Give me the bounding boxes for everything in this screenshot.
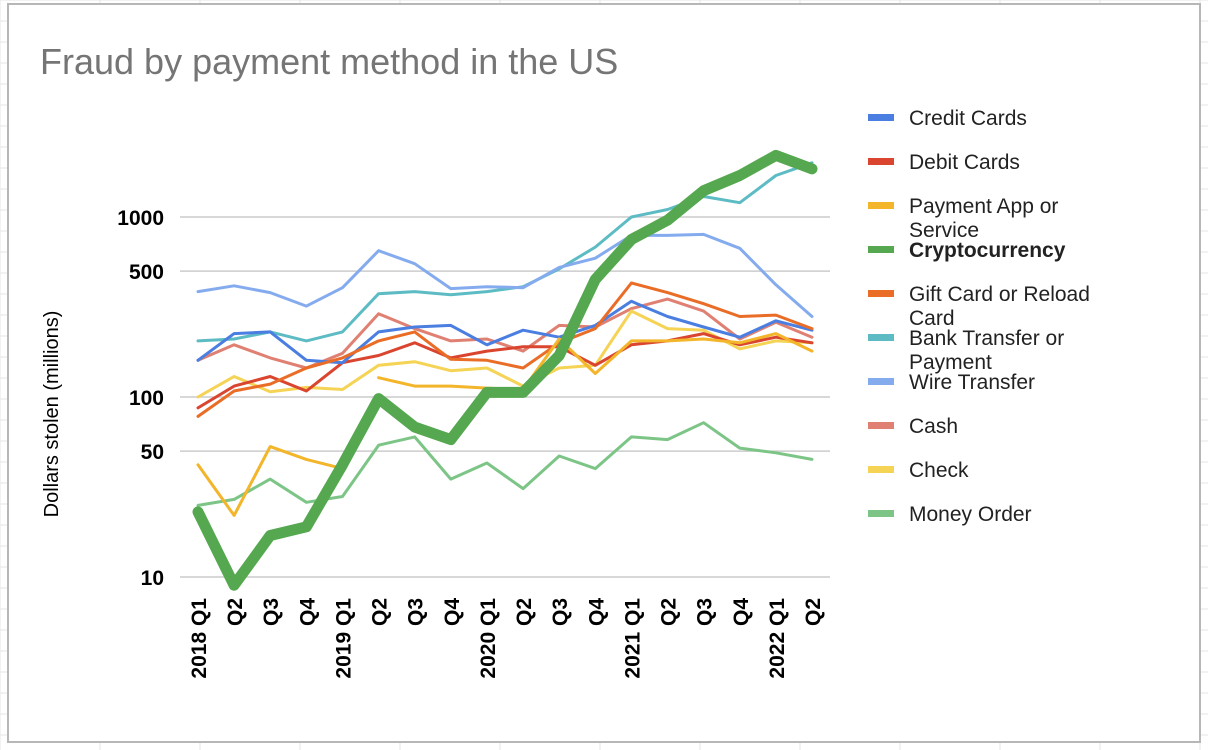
x-tick-label: Q3 [549,598,572,626]
series-line-payment-app-continued [377,332,814,391]
x-tick-label: 2018 Q1 [188,598,211,679]
legend-item: Cryptocurrency [868,239,1066,262]
legend-swatch [868,246,894,253]
legend-swatch [868,422,894,429]
legend-label: Cryptocurrency [909,239,1066,262]
x-tick-label: Q3 [694,598,717,626]
legend-label: Payment App or Service [909,195,1058,242]
x-tick-label: Q3 [405,598,428,626]
series-line-payment-app-or-service [196,445,344,517]
legend-swatch [868,114,894,121]
x-tick-label: 2019 Q1 [332,598,355,679]
legend-swatch [868,378,894,385]
chart-title: Fraud by payment method in the US [40,41,618,82]
y-tick-label: 500 [129,261,164,284]
legend-label: Money Order [909,503,1032,526]
legend-label: Cash [909,415,958,438]
chart-frame [7,3,1201,743]
series-line-cryptocurrency [192,149,818,591]
legend-swatch [868,466,894,473]
legend-item: Check [868,459,969,482]
legend-item: Gift Card or Reload Card [868,283,1090,330]
series-line-cash [196,297,814,370]
legend-label: Gift Card or Reload Card [909,283,1090,330]
legend-swatch [868,510,894,517]
series-line-bank-transfer-or-payment [196,161,814,343]
legend-item: Debit Cards [868,151,1020,174]
series-layer [192,149,818,591]
legend-swatch [868,334,894,341]
legend-item: Money Order [868,503,1032,526]
x-axis-ticks: 2018 Q1 Q2 Q3 Q4 2019 Q1 Q2 Q3 Q4 2020 Q1 Q2 Q3 Q4 2… [188,598,825,679]
legend-swatch [868,158,894,165]
series-line-gift-card-or-reload-card [196,281,814,418]
y-tick-label: 10 [141,567,164,590]
series-line-money-order [196,421,814,507]
series-line-wire-transfer [196,232,814,318]
x-tick-label: Q3 [260,598,283,626]
legend-item: Bank Transfer or Payment [868,327,1064,374]
x-tick-label: Q2 [802,598,825,626]
x-tick-label: Q4 [585,598,608,626]
x-tick-label: Q2 [513,598,536,626]
y-axis-title: Dollars stolen (millions) [41,311,63,518]
series-line-credit-cards [196,299,814,365]
y-tick-label: 50 [141,441,164,464]
legend-item: Cash [868,415,958,438]
x-tick-label: Q4 [730,598,753,626]
legend-label: Credit Cards [909,107,1027,130]
legend-item: Credit Cards [868,107,1027,130]
legend-item: Wire Transfer [868,371,1035,394]
legend-item: Payment App or Service [868,195,1058,242]
y-axis-ticks: 10 50 100 500 1000 [117,207,164,590]
x-tick-label: Q2 [224,598,247,626]
series-line-debit-cards [196,332,814,410]
x-tick-label: 2021 Q1 [621,598,644,679]
legend-label: Debit Cards [909,151,1020,174]
legend-swatch [868,202,894,209]
x-tick-label: Q2 [658,598,681,626]
x-tick-label: 2022 Q1 [766,598,789,679]
x-tick-label: Q4 [296,598,319,626]
legend-label: Check [909,459,969,482]
legend-label: Bank Transfer or Payment [909,327,1064,374]
y-tick-label: 100 [129,387,164,410]
legend-label: Wire Transfer [909,371,1035,394]
x-tick-label: Q2 [369,598,392,626]
y-tick-label: 1000 [117,207,164,230]
x-tick-label: Q4 [441,598,464,626]
legend: Credit Cards Debit Cards Payment App or Ser… [868,107,1090,526]
legend-swatch [868,290,894,297]
x-tick-label: 2020 Q1 [477,598,500,679]
